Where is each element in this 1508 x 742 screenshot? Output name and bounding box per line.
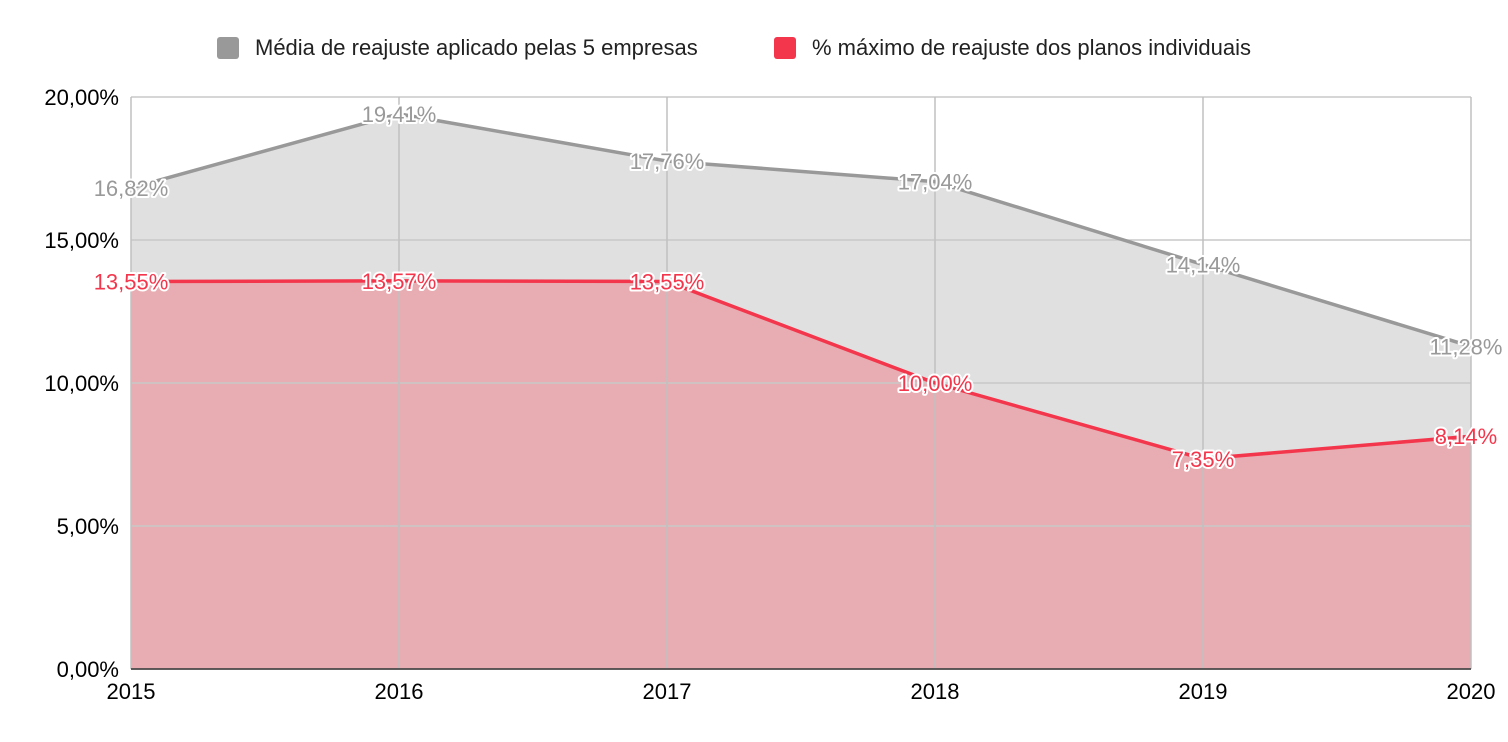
chart-legend: Média de reajuste aplicado pelas 5 empre…	[0, 30, 1508, 66]
series-line-0	[130, 112, 1472, 349]
legend-item-maximo[interactable]: % máximo de reajuste dos planos individu…	[774, 30, 1251, 66]
data-label-s1-1: 13,57%	[362, 269, 437, 294]
legend-label-media: Média de reajuste aplicado pelas 5 empre…	[255, 35, 698, 60]
data-label-s0-1: 19,41%	[362, 102, 437, 127]
x-tick-label-2: 2017	[643, 679, 692, 704]
legend-item-media[interactable]: Média de reajuste aplicado pelas 5 empre…	[217, 30, 698, 66]
x-axis-labels: 2015 2016 2017 2018 2019 2020	[107, 679, 1496, 704]
data-label-s0-4: 14,14%	[1166, 253, 1241, 278]
y-axis-labels: 0,00% 5,00% 10,00% 15,00% 20,00%	[44, 85, 119, 682]
data-label-s1-5: 8,14%	[1435, 424, 1497, 449]
x-tick-label-4: 2019	[1179, 679, 1228, 704]
x-tick-label-3: 2018	[911, 679, 960, 704]
legend-swatch-maximo	[774, 37, 796, 59]
legend-swatch-media	[217, 37, 239, 59]
data-label-s0-3: 17,04%	[898, 170, 973, 195]
x-tick-label-0: 2015	[107, 679, 156, 704]
data-label-s1-3: 10,00%	[898, 371, 973, 396]
legend-label-maximo: % máximo de reajuste dos planos individu…	[812, 35, 1252, 60]
data-label-s1-4: 7,35%	[1172, 447, 1234, 472]
y-tick-label-4: 20,00%	[44, 85, 119, 110]
series-line-1	[130, 279, 1472, 461]
data-label-s1-0: 13,55%	[94, 269, 169, 294]
y-tick-label-3: 15,00%	[44, 228, 119, 253]
y-tick-label-0: 0,00%	[57, 657, 119, 682]
y-tick-label-1: 5,00%	[57, 514, 119, 539]
data-label-s1-2: 13,55%	[630, 269, 705, 294]
x-tick-label-5: 2020	[1447, 679, 1496, 704]
y-tick-label-2: 10,00%	[44, 371, 119, 396]
series-area-1	[131, 280, 1471, 669]
x-tick-label-1: 2016	[375, 679, 424, 704]
data-label-s0-5: 11,28%	[1430, 334, 1503, 359]
grid-lines	[130, 96, 1472, 670]
series-lines	[130, 112, 1472, 461]
data-labels: 16,82% 19,41% 17,76% 17,04% 14,14% 11,28% 13,5…	[92, 100, 1505, 474]
data-label-s0-0: 16,82%	[94, 176, 169, 201]
series-areas	[131, 113, 1471, 669]
data-label-s0-2: 17,76%	[630, 149, 705, 174]
